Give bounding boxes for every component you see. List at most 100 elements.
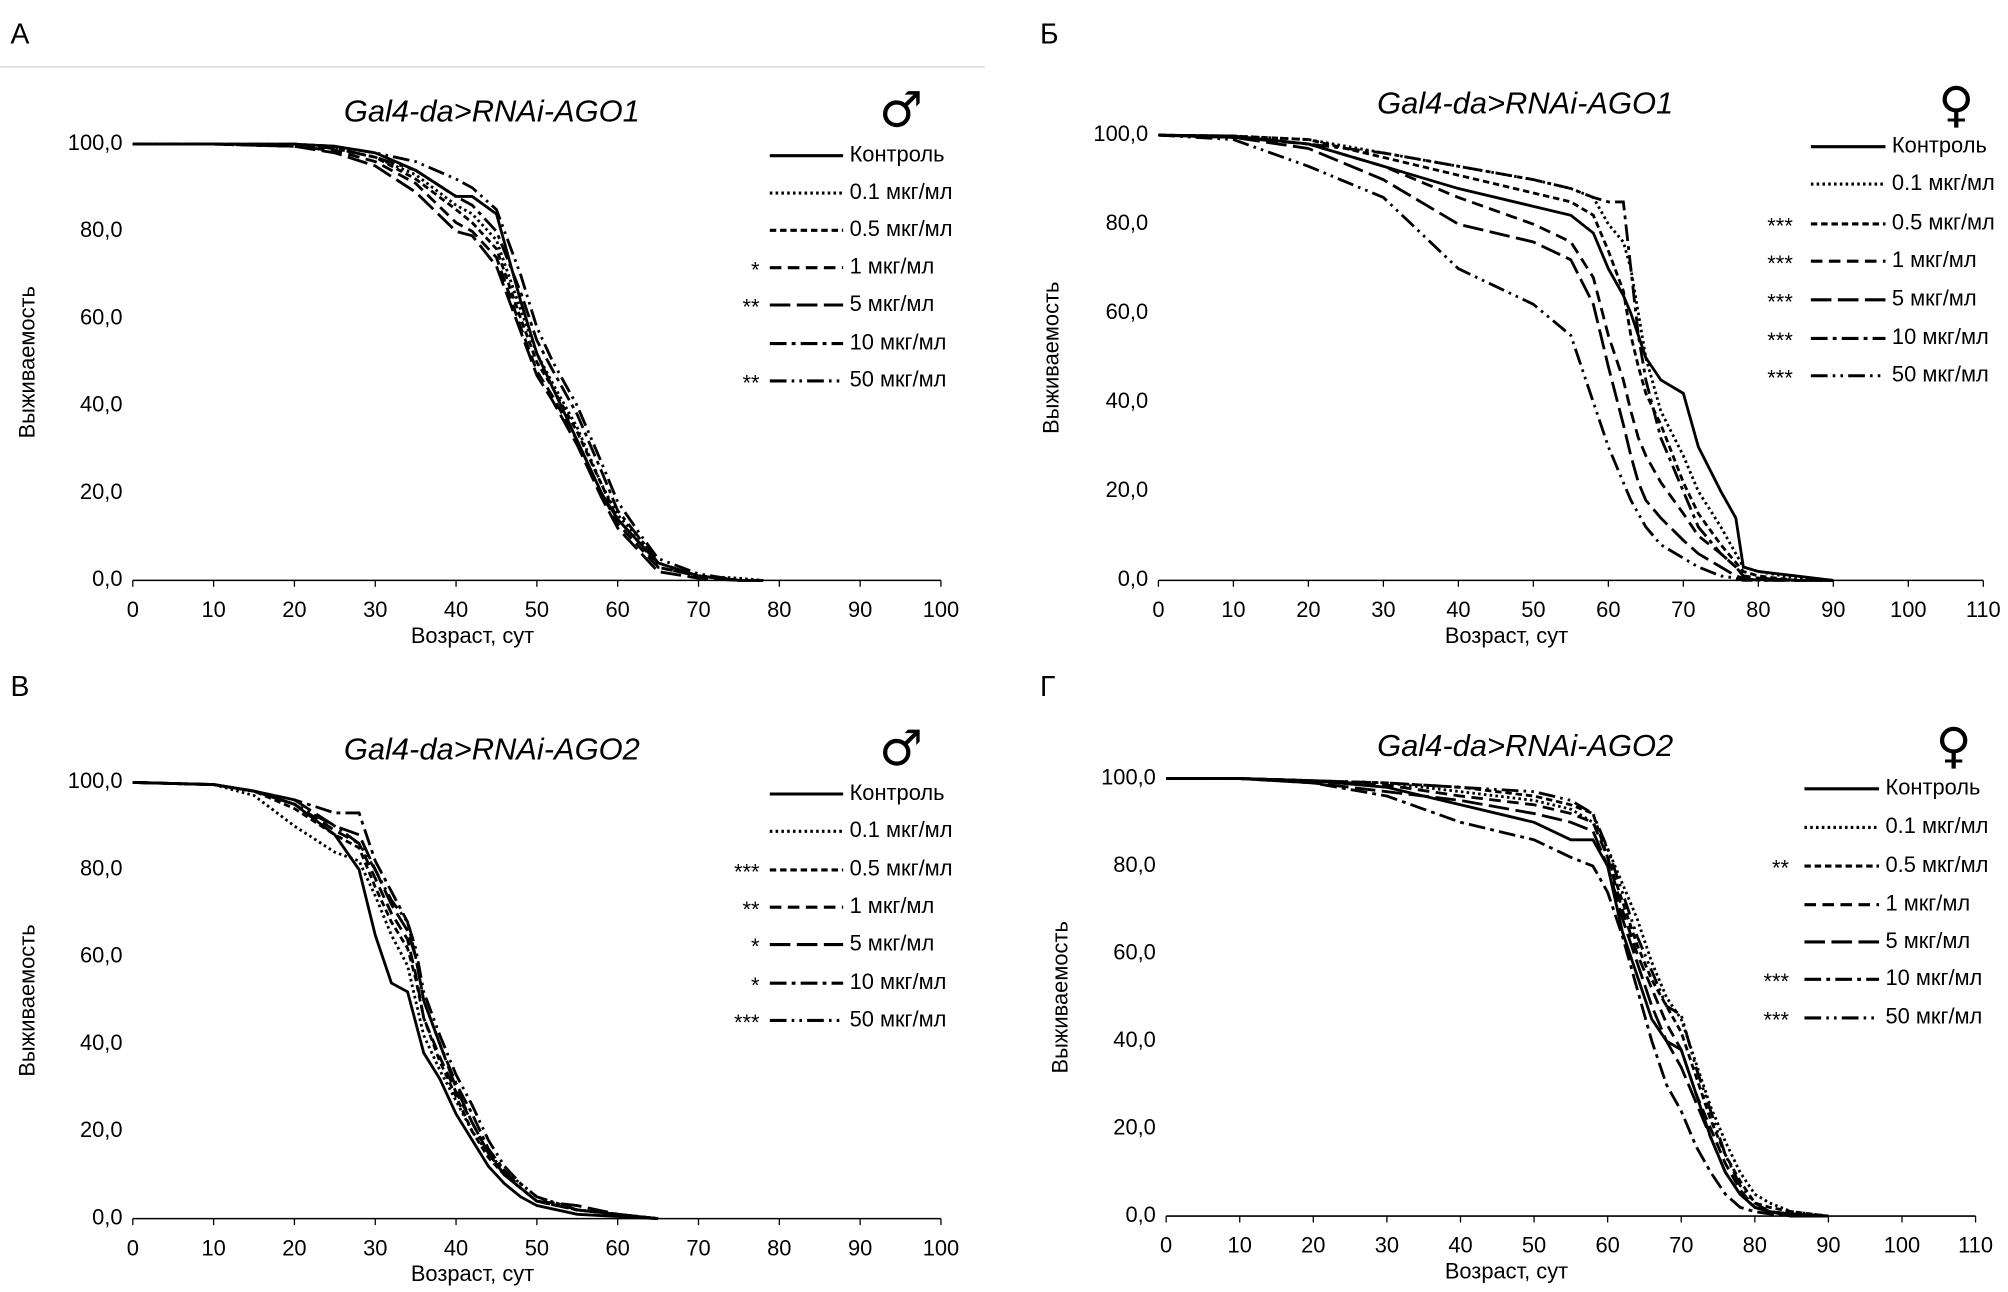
survival-line	[1166, 777, 1829, 1218]
x-tick-label: 30	[363, 597, 387, 622]
x-tick-label: 100	[1890, 597, 1926, 622]
x-tick-label: 70	[1671, 597, 1695, 622]
y-tick-label: 0,0	[1125, 1202, 1155, 1227]
survival-line	[132, 142, 764, 582]
y-tick-label: 100,0	[1101, 764, 1156, 789]
legend-label: 50 мкг/мл	[850, 1006, 947, 1031]
legend-label: 5 мкг/мл	[850, 291, 935, 316]
y-tick-label: 100,0	[68, 130, 123, 155]
legend-label: 1 мкг/мл	[1892, 247, 1977, 272]
survival-line	[132, 780, 659, 1221]
significance: ***	[1767, 289, 1793, 314]
sex-symbol: ♂	[879, 720, 923, 777]
chart-title: Gal4-da>RNAi-AGO1	[344, 93, 640, 128]
significance: *	[751, 257, 760, 282]
legend-label: 10 мкг/мл	[1885, 965, 1982, 990]
survival-line	[1166, 777, 1829, 1218]
x-tick-label: 0	[127, 1235, 139, 1260]
x-tick-label: 50	[525, 1235, 549, 1260]
x-tick-label: 10	[201, 597, 225, 622]
y-tick-label: 20,0	[1113, 1114, 1156, 1139]
x-tick-label: 60	[606, 597, 630, 622]
survival-line	[1166, 777, 1829, 1218]
survival-line	[132, 780, 659, 1221]
legend-label: Контроль	[850, 780, 945, 805]
panel-label: А	[11, 18, 30, 50]
x-tick-label: 40	[1448, 1233, 1472, 1258]
survival-line	[132, 142, 764, 582]
significance: ***	[1763, 969, 1789, 994]
x-axis-label: Возраст, сут	[1445, 623, 1568, 648]
survival-line	[1158, 133, 1834, 582]
x-tick-label: 40	[444, 597, 468, 622]
x-tick-label: 10	[201, 1235, 225, 1260]
sex-symbol: ♂	[879, 82, 923, 139]
survival-line	[1166, 777, 1829, 1218]
x-tick-label: 60	[1595, 1233, 1619, 1258]
survival-line	[132, 142, 764, 582]
x-axis-label: Возраст, сут	[1445, 1258, 1568, 1283]
x-tick-label: 100	[923, 597, 959, 622]
chart-title: Gal4-da>RNAi-AGO2	[1377, 728, 1673, 763]
y-axis-label: Выживаемость	[1039, 282, 1064, 434]
x-tick-label: 80	[767, 597, 791, 622]
x-tick-label: 100	[1884, 1233, 1920, 1258]
y-tick-label: 40,0	[80, 1030, 123, 1055]
significance: *	[751, 934, 760, 959]
y-axis-label: Выживаемость	[1048, 921, 1073, 1073]
x-tick-label: 110	[1958, 1233, 1993, 1258]
y-tick-label: 80,0	[80, 855, 123, 880]
x-tick-label: 20	[1296, 597, 1320, 622]
significance: **	[742, 295, 760, 320]
survival-line	[1158, 133, 1834, 582]
x-tick-label: 0	[1152, 597, 1164, 622]
legend-label: Контроль	[850, 141, 945, 166]
sex-symbol: ♀	[1936, 717, 1972, 774]
x-tick-label: 60	[1596, 597, 1620, 622]
survival-line	[132, 142, 764, 582]
x-tick-label: 70	[686, 1235, 710, 1260]
y-tick-label: 40,0	[1106, 388, 1149, 413]
panel-label: Б	[1040, 18, 1059, 50]
legend-label: 10 мкг/мл	[850, 329, 947, 354]
legend-label: 50 мкг/мл	[1885, 1004, 1982, 1029]
legend-label: 0.1 мкг/мл	[850, 179, 953, 204]
x-tick-label: 20	[282, 1235, 306, 1260]
y-tick-label: 20,0	[1106, 477, 1149, 502]
x-tick-label: 0	[1160, 1233, 1172, 1258]
y-tick-label: 80,0	[80, 217, 123, 242]
legend-label: 5 мкг/мл	[1885, 928, 1970, 953]
survival-line	[132, 780, 659, 1221]
legend-label: 1 мкг/мл	[1885, 890, 1970, 915]
survival-line	[132, 142, 764, 582]
x-tick-label: 70	[1669, 1233, 1693, 1258]
panel-label: В	[11, 670, 30, 702]
x-axis-label: Возраст, сут	[411, 623, 534, 648]
x-tick-label: 10	[1221, 597, 1245, 622]
significance: **	[742, 897, 760, 922]
legend-label: Контроль	[1892, 132, 1987, 157]
x-tick-label: 90	[848, 1235, 872, 1260]
legend-label: 5 мкг/мл	[850, 930, 935, 955]
chart-title: Gal4-da>RNAi-AGO1	[1377, 86, 1673, 121]
significance: ***	[1767, 251, 1793, 276]
y-tick-label: 20,0	[80, 479, 123, 504]
legend-label: 0.5 мкг/мл	[850, 216, 953, 241]
legend-label: 0.5 мкг/мл	[1885, 852, 1988, 877]
y-tick-label: 0,0	[92, 1204, 122, 1229]
significance: ***	[734, 1010, 760, 1035]
x-tick-label: 80	[1743, 1233, 1767, 1258]
y-tick-label: 40,0	[1113, 1027, 1156, 1052]
legend-label: 1 мкг/мл	[850, 253, 935, 278]
x-tick-label: 90	[1816, 1233, 1840, 1258]
significance: ***	[1763, 1008, 1789, 1033]
significance: ***	[1767, 365, 1793, 390]
y-tick-label: 80,0	[1113, 852, 1156, 877]
legend-label: 0.1 мкг/мл	[1885, 813, 1988, 838]
x-tick-label: 50	[1521, 597, 1545, 622]
y-axis-label: Выживаемость	[14, 924, 39, 1076]
survival-line	[132, 780, 659, 1221]
significance: *	[751, 973, 760, 998]
